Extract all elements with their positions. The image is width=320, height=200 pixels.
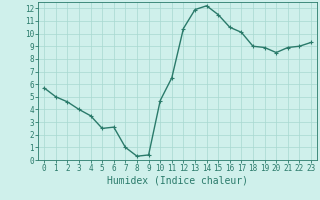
X-axis label: Humidex (Indice chaleur): Humidex (Indice chaleur)	[107, 176, 248, 186]
